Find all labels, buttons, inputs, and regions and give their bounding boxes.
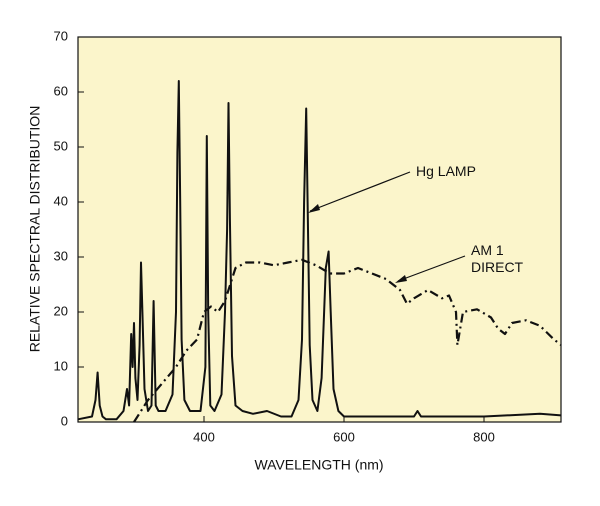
annotation-arrow	[309, 171, 411, 212]
x-axis-label: WAVELENGTH (nm)	[254, 457, 383, 473]
y-tick-label: 70	[54, 28, 68, 43]
data-line	[133, 258, 562, 423]
series-annotation: Hg LAMP	[416, 163, 476, 179]
y-tick-label: 60	[54, 83, 68, 98]
x-tick-label: 400	[193, 429, 215, 444]
arrowhead	[395, 275, 407, 283]
x-tick-label: 600	[333, 429, 355, 444]
y-axis-label: RELATIVE SPECTRAL DISTRIBUTION	[27, 106, 43, 353]
arrowhead	[308, 204, 320, 213]
y-tick-label: 10	[54, 358, 68, 373]
series-annotation: AM 1 DIRECT	[471, 242, 524, 275]
annotation-arrow	[397, 255, 466, 282]
y-tick-label: 20	[54, 303, 68, 318]
y-tick-label: 30	[54, 248, 68, 263]
x-tick-label: 800	[473, 429, 495, 444]
y-tick-label: 0	[61, 413, 68, 428]
y-tick-label: 40	[54, 193, 68, 208]
plot-area	[77, 36, 562, 423]
y-tick-label: 50	[54, 138, 68, 153]
data-line	[77, 80, 562, 421]
